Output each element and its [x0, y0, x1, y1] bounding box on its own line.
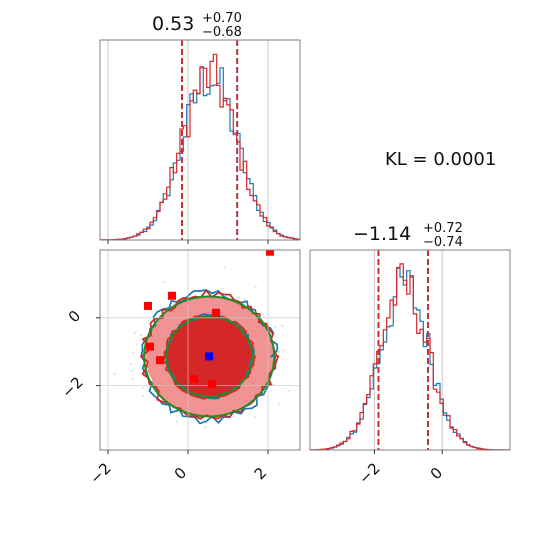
p2-contour-blue-outer	[140, 289, 279, 425]
p3-title: −1.14	[353, 223, 411, 245]
p2-red-marker-3	[212, 308, 220, 317]
p1-ticks	[107, 240, 269, 244]
p3-xtick-label-0: −2	[355, 459, 383, 487]
p2-red-marker-5	[156, 356, 164, 365]
p2-scatter-point	[278, 403, 280, 406]
p3-hist-red	[310, 263, 510, 450]
p2-scatter-point	[171, 408, 174, 411]
p2-scatter-point	[274, 326, 277, 328]
kl-label: KL = 0.0001	[385, 149, 496, 170]
p2-grid	[100, 250, 300, 450]
p2-scatter-point	[282, 349, 285, 352]
p3-marginal-panel: −1.14 +0.72 −0.74 −2 0	[309, 221, 511, 488]
p2-scatter-point	[278, 351, 280, 353]
p2-scatter-point	[242, 298, 245, 301]
p3-axes-frame	[309, 249, 511, 451]
p1-marginal-panel: 0.53 +0.70 −0.68	[99, 11, 301, 244]
p2-scatter-point	[254, 286, 257, 288]
p2-ticks	[96, 317, 269, 454]
p2-scatter-point	[237, 296, 240, 299]
p2-red-marker-7	[208, 379, 216, 388]
p2-scatter-point	[142, 395, 145, 398]
p2-red-marker-0	[266, 250, 274, 256]
p2-joint-panel: −2 0 2 0 −2	[58, 249, 301, 488]
p2-blue-marker	[205, 352, 214, 361]
p3-title-lower: −0.74	[423, 235, 463, 250]
p2-contour-green-inner	[165, 315, 254, 398]
p2-scatter-point	[113, 372, 116, 375]
p1-grid	[107, 40, 269, 240]
p2-contour-green-outer	[143, 295, 276, 418]
p2-red-marker-2	[168, 291, 176, 300]
p2-scatter-point	[142, 386, 144, 389]
p2-scatter-point	[140, 334, 143, 337]
p2-scatter-point	[221, 287, 224, 290]
p2-scatter-point	[131, 378, 134, 380]
p2-marker-layer	[144, 250, 274, 388]
p1-title-lower: −0.68	[202, 25, 242, 40]
p1-title-upper: +0.70	[202, 11, 242, 26]
p1-hist-layer	[100, 53, 300, 240]
p2-xtick-label-2: 2	[251, 464, 270, 483]
p1-hist-red	[100, 53, 300, 240]
p1-axes-frame	[99, 39, 301, 241]
p2-scatter-point	[204, 426, 207, 429]
p2-scatter-point	[135, 343, 138, 346]
p2-contour-red-inner	[162, 315, 256, 400]
p3-xtick-label-1: 0	[427, 464, 446, 483]
p2-scatter-point	[223, 266, 226, 269]
p3-dash-layer	[377, 250, 429, 450]
p2-ytick-label-1: −2	[58, 373, 86, 401]
p2-red-marker-4	[146, 342, 154, 351]
p2-red-marker-1	[144, 301, 152, 310]
p2-ytick-label-0: 0	[65, 307, 84, 326]
p1-title: 0.53	[152, 13, 194, 35]
p2-scatter-point	[281, 324, 284, 327]
p2-scatter-point	[130, 363, 133, 366]
p1-title-median: 0.53	[152, 13, 194, 35]
p2-scatter-point	[131, 370, 134, 373]
p1-dash-layer	[181, 40, 239, 240]
p3-hist-blue	[310, 267, 510, 450]
p2-scatter-point	[175, 421, 178, 423]
p2-scatter-point	[254, 416, 256, 418]
p2-scatter-point	[195, 452, 197, 454]
p2-xtick-label-1: 0	[171, 464, 190, 483]
p2-red-marker-6	[190, 374, 198, 383]
p2-xtick-label-0: −2	[86, 459, 114, 487]
p2-scatter-point	[287, 390, 290, 392]
p3-hist-layer	[310, 263, 510, 450]
p3-title-upper: +0.72	[423, 221, 463, 236]
p3-grid	[373, 250, 443, 450]
p2-scatter-point	[134, 332, 137, 334]
p3-title-median: −1.14	[353, 223, 411, 245]
p2-scatter-point	[132, 352, 135, 355]
p2-axes-frame	[99, 249, 301, 451]
p2-scatter-point	[162, 281, 165, 283]
p3-ticks	[373, 450, 443, 454]
p2-scatter-point	[272, 383, 275, 386]
